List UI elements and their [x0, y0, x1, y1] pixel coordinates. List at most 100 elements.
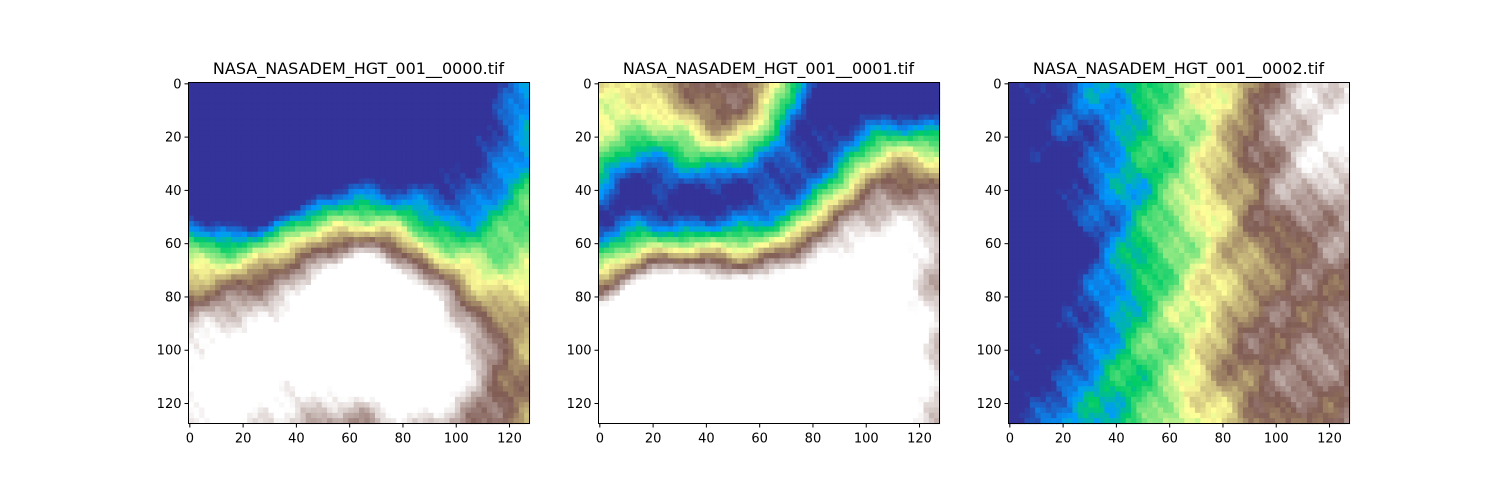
heatmap-cell [795, 87, 802, 94]
heatmap-cell [188, 322, 195, 329]
heatmap-cell [598, 103, 605, 110]
heatmap-cell [625, 130, 632, 137]
heatmap-cell [193, 237, 200, 243]
heatmap-cell [444, 215, 451, 222]
heatmap-cell [886, 114, 893, 121]
heatmap-cell [492, 119, 499, 126]
heatmap-cell [875, 130, 882, 137]
heatmap-cell [193, 103, 200, 110]
heatmap-cell [220, 157, 227, 164]
heatmap-cell [380, 311, 387, 318]
heatmap-cell [742, 109, 749, 116]
heatmap-cell [476, 311, 483, 318]
heatmap-cell [396, 114, 403, 121]
heatmap-cell [236, 412, 243, 419]
heatmap-cell [449, 189, 456, 195]
heatmap-cell [412, 370, 419, 377]
heatmap-cell [241, 98, 248, 105]
heatmap-cell [433, 167, 440, 174]
heatmap-cell [891, 146, 898, 153]
heatmap-cell [502, 354, 509, 361]
heatmap-cell [635, 119, 642, 126]
heatmap-cell [406, 268, 413, 275]
heatmap-cell [449, 215, 456, 222]
heatmap-cell [252, 146, 259, 153]
heatmap-cell [295, 300, 301, 307]
heatmap-cell [524, 300, 531, 307]
heatmap-cell [923, 82, 930, 89]
heatmap-cell [513, 375, 520, 382]
heatmap-cell [369, 119, 376, 126]
heatmap-cell [359, 242, 365, 249]
heatmap-cell [337, 82, 344, 89]
heatmap-cell [449, 306, 456, 313]
heatmap-cell [374, 183, 381, 190]
heatmap-cell [444, 130, 451, 137]
heatmap-cell [390, 231, 397, 238]
heatmap-cell [204, 141, 211, 148]
heatmap-cell [321, 306, 328, 313]
heatmap-cell [204, 370, 211, 377]
heatmap-cell [508, 279, 515, 286]
heatmap-cell [268, 348, 275, 355]
heatmap-cell [497, 418, 504, 425]
heatmap-cell [502, 141, 509, 148]
heatmap-cell [460, 274, 467, 281]
heatmap-cell [433, 322, 440, 329]
heatmap-cell [209, 157, 216, 164]
heatmap-cell [374, 375, 381, 382]
heatmap-cell [524, 167, 531, 174]
heatmap-cell [236, 311, 243, 318]
heatmap-cell [188, 151, 195, 158]
heatmap-cell [311, 82, 317, 89]
heatmap-cell [343, 242, 349, 249]
heatmap-cell [524, 226, 531, 233]
heatmap-cell [449, 391, 456, 398]
heatmap-cell [428, 114, 435, 121]
heatmap-cell [374, 402, 381, 409]
heatmap-cell [279, 157, 286, 164]
heatmap-cell [433, 109, 440, 116]
heatmap-cell [406, 237, 413, 243]
heatmap-cell [449, 98, 456, 105]
heatmap-cell [816, 130, 823, 137]
heatmap-cell [289, 316, 296, 323]
heatmap-cell [380, 418, 387, 425]
heatmap-cell [300, 167, 307, 174]
heatmap-cell [193, 114, 200, 121]
heatmap-cell [715, 93, 722, 100]
heatmap-cell [492, 274, 499, 281]
heatmap-cell [385, 221, 392, 227]
heatmap-cell [449, 263, 456, 270]
heatmap-cell [497, 391, 504, 398]
heatmap-cell [321, 103, 328, 110]
heatmap-cell [209, 375, 216, 382]
heatmap-cell [209, 343, 216, 350]
heatmap-cell [449, 418, 456, 425]
heatmap-cell [406, 162, 413, 169]
heatmap-cell [289, 391, 296, 398]
heatmap-cell [524, 210, 531, 217]
heatmap-cell [715, 103, 722, 110]
heatmap-cell [422, 87, 429, 94]
heatmap-cell [848, 82, 855, 89]
heatmap-cell [289, 268, 296, 275]
heatmap-cell [396, 178, 403, 185]
heatmap-cell [465, 183, 472, 190]
heatmap-cell [321, 258, 328, 265]
heatmap-cell [263, 98, 270, 105]
heatmap-cell [422, 82, 429, 89]
heatmap-cell [289, 343, 296, 350]
heatmap-cell [454, 402, 461, 409]
heatmap-cell [268, 418, 275, 425]
heatmap-cell [364, 343, 371, 350]
heatmap-cell [502, 396, 509, 403]
heatmap-cell [449, 268, 456, 275]
heatmap-cell [241, 109, 248, 116]
heatmap-cell [193, 205, 200, 211]
heatmap-cell [247, 98, 254, 105]
heatmap-cell [316, 359, 323, 366]
heatmap-cell [343, 162, 349, 169]
heatmap-cell [438, 263, 445, 270]
heatmap-cell [422, 396, 429, 403]
